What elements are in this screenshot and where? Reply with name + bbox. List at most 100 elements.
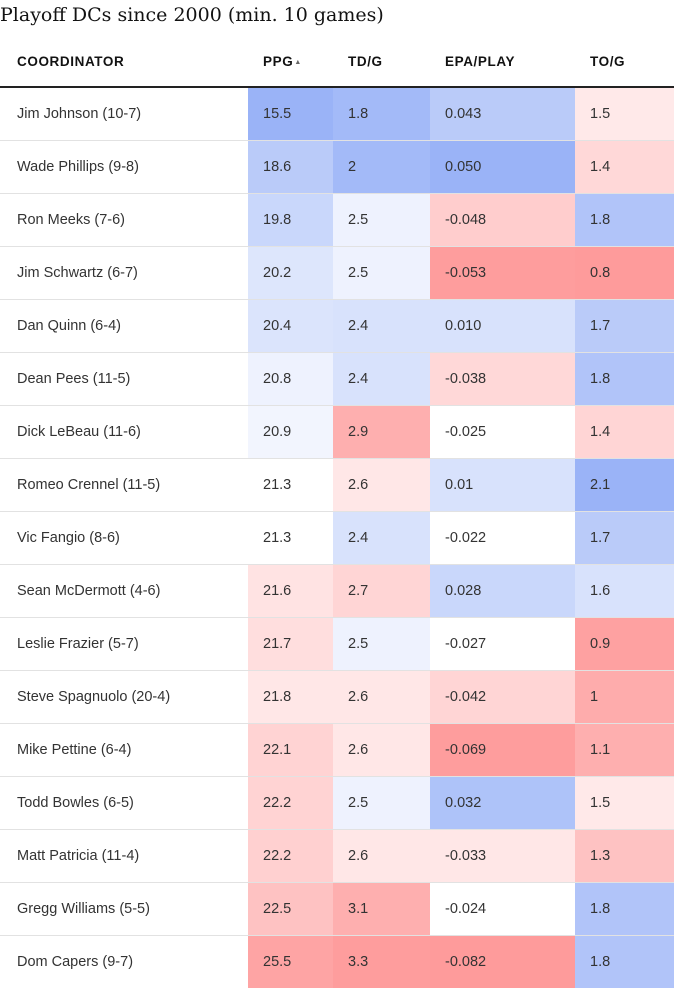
epa-per-play-cell: -0.027 bbox=[430, 617, 575, 671]
ppg-cell: 21.8 bbox=[248, 670, 333, 724]
td-per-game-cell: 2.4 bbox=[333, 299, 430, 353]
to-per-game-cell: 1.5 bbox=[575, 87, 674, 141]
td-per-game-cell: 3.1 bbox=[333, 882, 430, 936]
to-per-game-cell: 1 bbox=[575, 670, 674, 724]
td-per-game-cell: 2 bbox=[333, 140, 430, 194]
table-row: Leslie Frazier (5-7) 21.7 2.5 -0.027 0.9 bbox=[0, 617, 674, 671]
epa-per-play-cell: 0.050 bbox=[430, 140, 575, 194]
column-header-td-per-game[interactable]: TD/G bbox=[333, 36, 430, 88]
epa-per-play-cell: -0.053 bbox=[430, 246, 575, 300]
table-header-row: COORDINATOR PPG▲ TD/G EPA/PLAY TO/G bbox=[0, 36, 674, 88]
to-per-game-cell: 1.8 bbox=[575, 935, 674, 988]
coordinator-cell: Dean Pees (11-5) bbox=[0, 352, 248, 406]
to-per-game-cell: 1.8 bbox=[575, 352, 674, 406]
ppg-cell: 21.7 bbox=[248, 617, 333, 671]
coordinator-cell: Romeo Crennel (11-5) bbox=[0, 458, 248, 512]
table-row: Dom Capers (9-7) 25.5 3.3 -0.082 1.8 bbox=[0, 935, 674, 988]
table-row: Gregg Williams (5-5) 22.5 3.1 -0.024 1.8 bbox=[0, 882, 674, 936]
to-per-game-cell: 1.7 bbox=[575, 299, 674, 353]
table-row: Dean Pees (11-5) 20.8 2.4 -0.038 1.8 bbox=[0, 352, 674, 406]
td-per-game-cell: 2.6 bbox=[333, 670, 430, 724]
epa-per-play-cell: -0.082 bbox=[430, 935, 575, 988]
table-row: Ron Meeks (7-6) 19.8 2.5 -0.048 1.8 bbox=[0, 193, 674, 247]
td-per-game-cell: 1.8 bbox=[333, 87, 430, 141]
epa-per-play-cell: -0.022 bbox=[430, 511, 575, 565]
epa-per-play-cell: -0.048 bbox=[430, 193, 575, 247]
to-per-game-cell: 1.7 bbox=[575, 511, 674, 565]
coordinator-cell: Gregg Williams (5-5) bbox=[0, 882, 248, 936]
to-per-game-cell: 1.6 bbox=[575, 564, 674, 618]
table-row: Jim Schwartz (6-7) 20.2 2.5 -0.053 0.8 bbox=[0, 246, 674, 300]
column-header-ppg[interactable]: PPG▲ bbox=[248, 36, 333, 88]
ppg-cell: 22.1 bbox=[248, 723, 333, 777]
coordinator-cell: Leslie Frazier (5-7) bbox=[0, 617, 248, 671]
to-per-game-cell: 1.1 bbox=[575, 723, 674, 777]
ppg-cell: 22.5 bbox=[248, 882, 333, 936]
coordinator-cell: Mike Pettine (6-4) bbox=[0, 723, 248, 777]
td-per-game-cell: 2.5 bbox=[333, 617, 430, 671]
epa-per-play-cell: 0.028 bbox=[430, 564, 575, 618]
to-per-game-cell: 1.4 bbox=[575, 140, 674, 194]
ppg-cell: 20.4 bbox=[248, 299, 333, 353]
td-per-game-cell: 2.5 bbox=[333, 193, 430, 247]
epa-per-play-cell: -0.038 bbox=[430, 352, 575, 406]
ppg-cell: 25.5 bbox=[248, 935, 333, 988]
table-row: Wade Phillips (9-8) 18.6 2 0.050 1.4 bbox=[0, 140, 674, 194]
table-row: Mike Pettine (6-4) 22.1 2.6 -0.069 1.1 bbox=[0, 723, 674, 777]
epa-per-play-cell: -0.025 bbox=[430, 405, 575, 459]
ppg-cell: 20.9 bbox=[248, 405, 333, 459]
ppg-cell: 22.2 bbox=[248, 829, 333, 883]
table-row: Todd Bowles (6-5) 22.2 2.5 0.032 1.5 bbox=[0, 776, 674, 830]
coordinator-cell: Sean McDermott (4-6) bbox=[0, 564, 248, 618]
td-per-game-cell: 3.3 bbox=[333, 935, 430, 988]
column-header-label: EPA/PLAY bbox=[445, 53, 516, 69]
table-row: Jim Johnson (10-7) 15.5 1.8 0.043 1.5 bbox=[0, 87, 674, 141]
column-header-label: PPG bbox=[263, 53, 294, 69]
coordinator-cell: Ron Meeks (7-6) bbox=[0, 193, 248, 247]
epa-per-play-cell: -0.024 bbox=[430, 882, 575, 936]
column-header-to-per-game[interactable]: TO/G bbox=[575, 36, 674, 88]
ppg-cell: 18.6 bbox=[248, 140, 333, 194]
chart-title: Playoff DCs since 2000 (min. 10 games) bbox=[0, 4, 384, 26]
to-per-game-cell: 0.8 bbox=[575, 246, 674, 300]
epa-per-play-cell: 0.032 bbox=[430, 776, 575, 830]
td-per-game-cell: 2.9 bbox=[333, 405, 430, 459]
td-per-game-cell: 2.5 bbox=[333, 246, 430, 300]
ppg-cell: 20.2 bbox=[248, 246, 333, 300]
table-row: Matt Patricia (11-4) 22.2 2.6 -0.033 1.3 bbox=[0, 829, 674, 883]
column-header-coordinator[interactable]: COORDINATOR bbox=[0, 36, 248, 88]
to-per-game-cell: 1.4 bbox=[575, 405, 674, 459]
epa-per-play-cell: -0.042 bbox=[430, 670, 575, 724]
ppg-cell: 21.6 bbox=[248, 564, 333, 618]
table-row: Dick LeBeau (11-6) 20.9 2.9 -0.025 1.4 bbox=[0, 405, 674, 459]
coordinator-cell: Matt Patricia (11-4) bbox=[0, 829, 248, 883]
ppg-cell: 21.3 bbox=[248, 458, 333, 512]
table-body: Jim Johnson (10-7) 15.5 1.8 0.043 1.5 Wade Ph… bbox=[0, 87, 674, 988]
coordinator-cell: Vic Fangio (8-6) bbox=[0, 511, 248, 565]
td-per-game-cell: 2.4 bbox=[333, 511, 430, 565]
ppg-cell: 21.3 bbox=[248, 511, 333, 565]
td-per-game-cell: 2.6 bbox=[333, 829, 430, 883]
to-per-game-cell: 1.5 bbox=[575, 776, 674, 830]
coordinator-cell: Dom Capers (9-7) bbox=[17, 953, 134, 970]
epa-per-play-cell: 0.010 bbox=[430, 299, 575, 353]
table-row: Romeo Crennel (11-5) 21.3 2.6 0.01 2.1 bbox=[0, 458, 674, 512]
td-per-game-cell: 2.6 bbox=[333, 723, 430, 777]
epa-per-play-cell: 0.01 bbox=[430, 458, 575, 512]
table-row: Steve Spagnuolo (20-4) 21.8 2.6 -0.042 1 bbox=[0, 670, 674, 724]
td-per-game-cell: 2.5 bbox=[333, 776, 430, 830]
epa-per-play-cell: -0.069 bbox=[430, 723, 575, 777]
epa-per-play-cell: -0.033 bbox=[430, 829, 575, 883]
coordinator-cell: Todd Bowles (6-5) bbox=[0, 776, 248, 830]
epa-per-play-cell: 0.043 bbox=[430, 87, 575, 141]
td-per-game-cell: 2.7 bbox=[333, 564, 430, 618]
column-header-label: COORDINATOR bbox=[17, 53, 125, 69]
to-per-game-cell: 1.8 bbox=[575, 882, 674, 936]
table-row: Dan Quinn (6-4) 20.4 2.4 0.010 1.7 bbox=[0, 299, 674, 353]
coordinator-cell: Steve Spagnuolo (20-4) bbox=[0, 670, 248, 724]
ppg-cell: 19.8 bbox=[248, 193, 333, 247]
data-table: COORDINATOR PPG▲ TD/G EPA/PLAY TO/G Jim … bbox=[0, 36, 674, 988]
column-header-epa-per-play[interactable]: EPA/PLAY bbox=[430, 36, 575, 88]
coordinator-cell: Wade Phillips (9-8) bbox=[0, 140, 248, 194]
table-row: Vic Fangio (8-6) 21.3 2.4 -0.022 1.7 bbox=[0, 511, 674, 565]
